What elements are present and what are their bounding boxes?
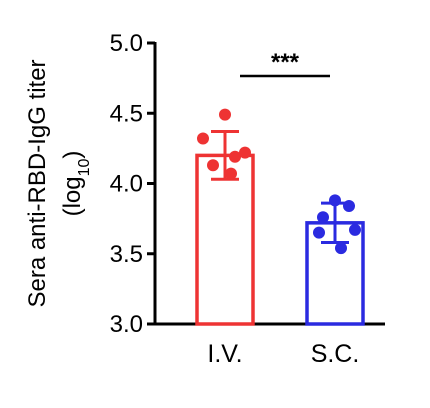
- y-tick-label: 3.0: [110, 311, 143, 338]
- data-point: [197, 132, 209, 145]
- axes: 3.0 3.5 4.0 4.5 5.0: [110, 30, 385, 338]
- y-tick-label: 4.0: [110, 171, 143, 198]
- data-point: [219, 108, 231, 121]
- significance-label: ***: [271, 49, 300, 76]
- y-axis-label-close: ): [59, 151, 86, 159]
- data-point: [207, 159, 219, 172]
- data-point: [313, 226, 325, 239]
- y-tick-label: 4.5: [110, 100, 143, 127]
- data-point: [229, 150, 241, 163]
- data-point: [343, 199, 355, 212]
- y-axis-label-line2: (log10): [59, 151, 93, 217]
- data-point: [349, 223, 361, 236]
- y-tick-label: 3.5: [110, 241, 143, 268]
- data-point: [317, 211, 329, 224]
- data-point: [335, 242, 347, 255]
- significance-marker: ***: [240, 49, 330, 78]
- data-point: [329, 194, 341, 207]
- y-axis-label-line1: Sera anti-RBD-IgG titer: [24, 59, 51, 307]
- x-tick-label: I.V.: [207, 340, 242, 368]
- data-point: [239, 146, 251, 159]
- y-tick-label: 5.0: [110, 30, 143, 57]
- y-axis-title: Sera anti-RBD-IgG titer (log10): [24, 59, 93, 307]
- y-axis-label-unit: (log: [59, 176, 86, 216]
- bars: I.V. S.C.: [195, 108, 365, 368]
- y-axis-label-subscript: 10: [76, 158, 93, 176]
- data-point: [225, 167, 237, 180]
- x-tick-label: S.C.: [311, 340, 360, 368]
